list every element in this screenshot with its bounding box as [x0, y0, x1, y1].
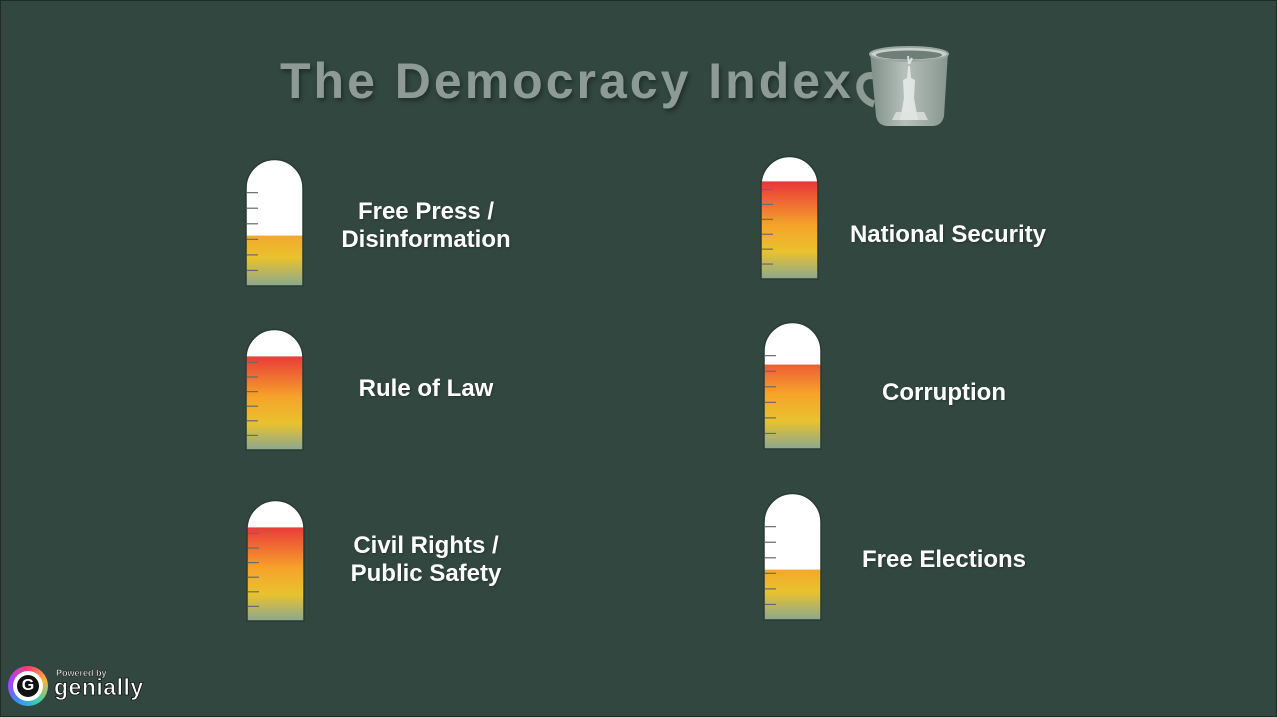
gauge-fill [764, 364, 821, 449]
gauge-rule-of-law [245, 328, 305, 451]
page-title: The Democracy Index [280, 53, 854, 109]
brand-name: genially [54, 674, 144, 701]
gauge-national-security [760, 155, 820, 280]
gauge-fill [761, 181, 818, 279]
gauge-free-elections [763, 492, 823, 621]
mug-icon [852, 42, 952, 128]
gauge-fill [246, 356, 303, 450]
gauge-civil-rights [246, 499, 306, 622]
gauge-label-national-security: National Security [849, 221, 1047, 248]
genially-logo-icon: G [8, 666, 48, 706]
gauge-label-rule-of-law: Rule of Law [358, 375, 494, 402]
gauge-corruption [763, 321, 823, 450]
gauge-label-free-press: Free Press / Disinformation [341, 198, 511, 253]
genially-badge[interactable]: G Powered by genially [8, 666, 148, 710]
gauge-label-corruption: Corruption [882, 379, 1006, 406]
gauge-fill [764, 569, 821, 620]
gauge-fill [247, 527, 304, 621]
gauge-free-press [245, 158, 305, 287]
powered-by-text: Powered by [56, 668, 107, 678]
gauge-label-civil-rights: Civil Rights / Public Safety [350, 532, 502, 587]
gauge-fill [246, 235, 303, 286]
gauge-label-free-elections: Free Elections [861, 546, 1027, 573]
